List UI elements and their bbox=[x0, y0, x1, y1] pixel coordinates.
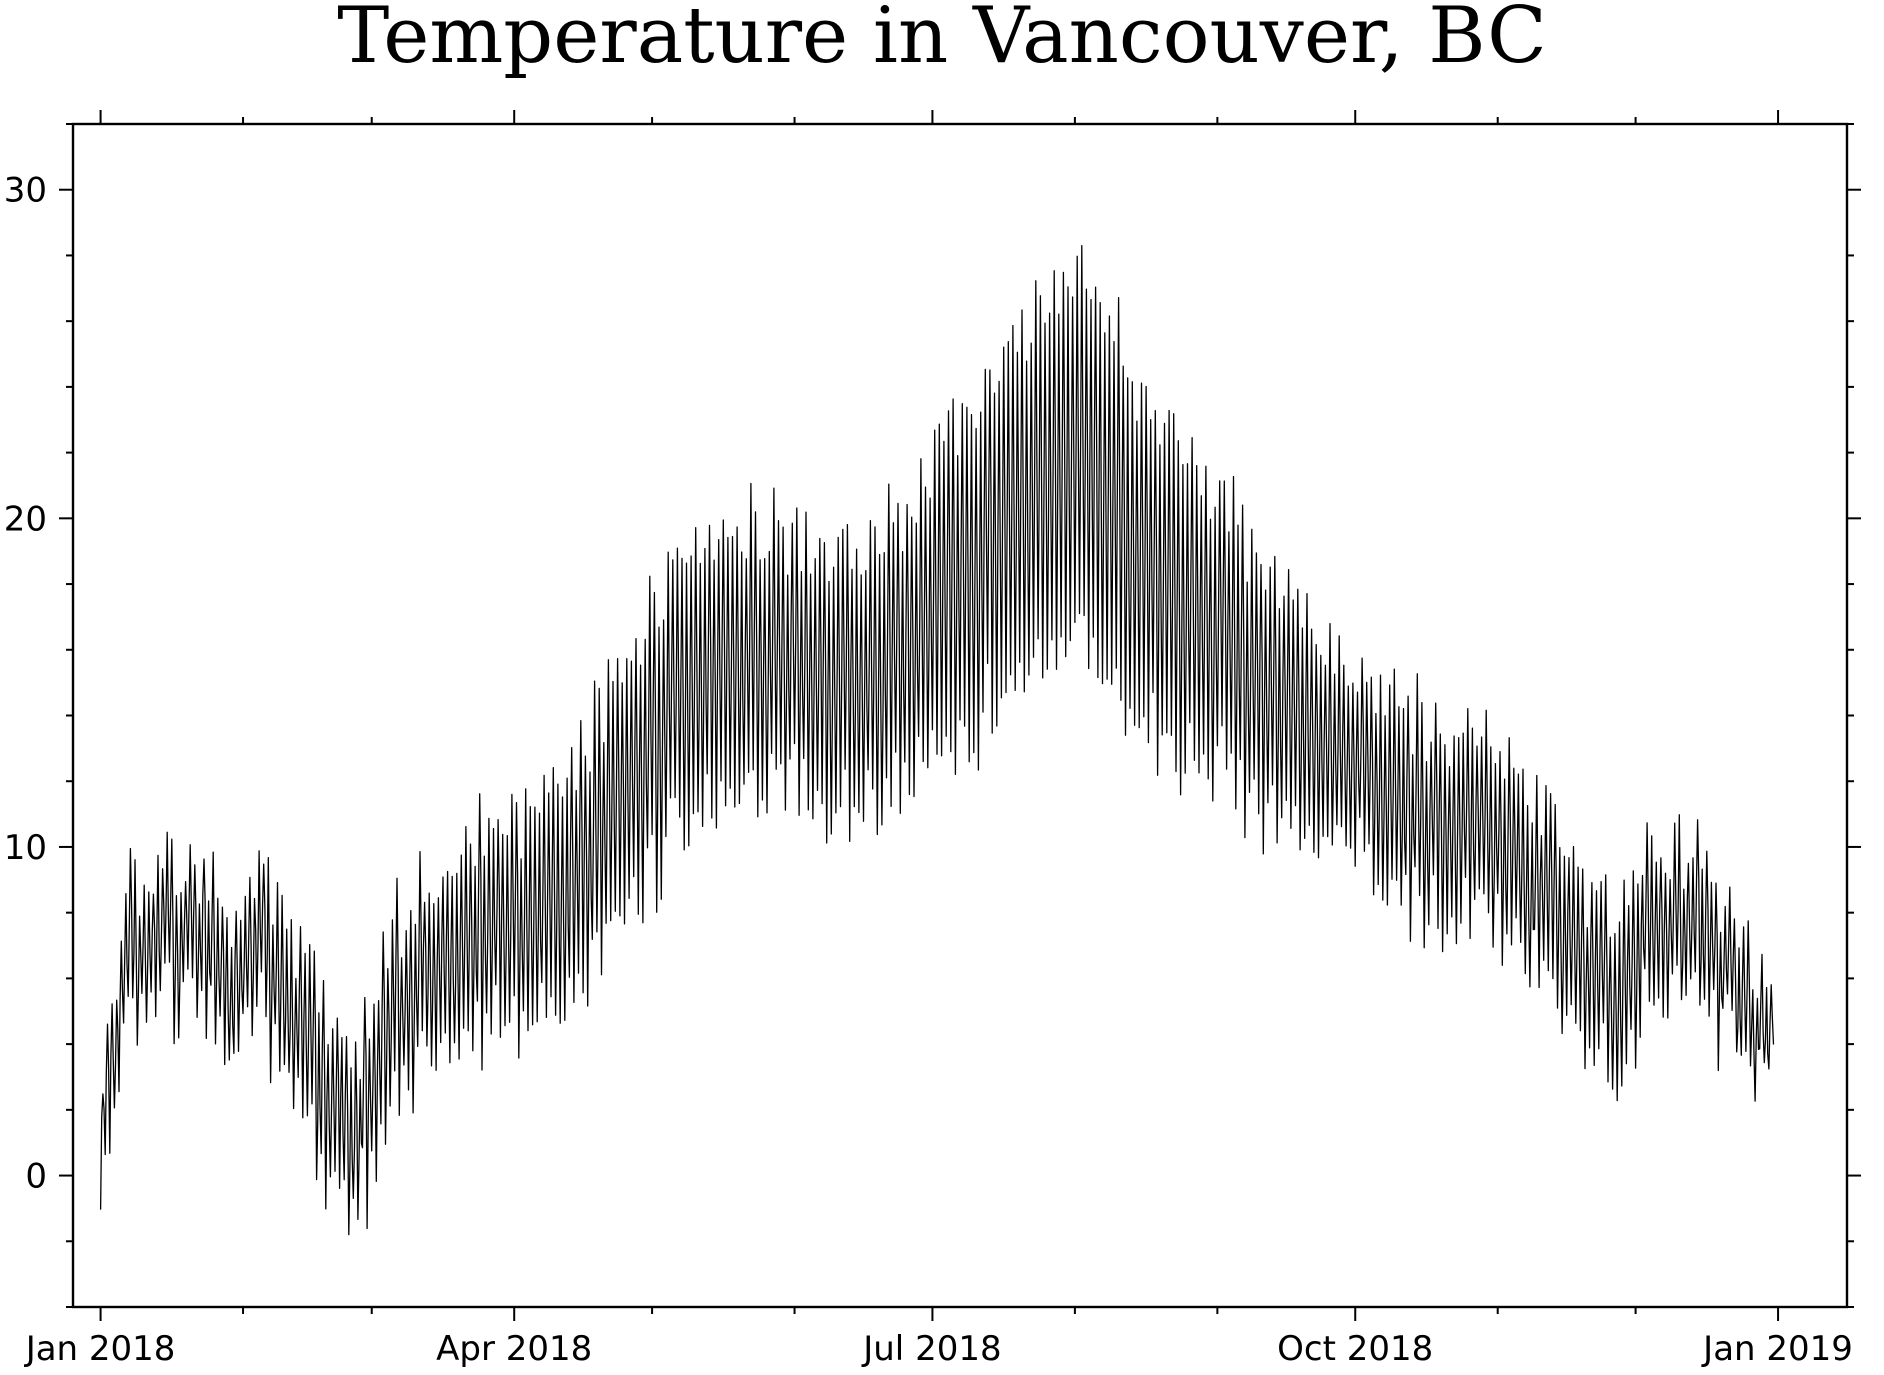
axis-ticks bbox=[59, 110, 1861, 1321]
y-tick-label: 10 bbox=[4, 828, 47, 868]
x-tick-label: Apr 2018 bbox=[436, 1329, 592, 1369]
chart-title: Temperature in Vancouver, BC bbox=[337, 0, 1547, 81]
x-tick-label: Jan 2018 bbox=[24, 1329, 176, 1369]
y-tick-label: 0 bbox=[25, 1157, 47, 1197]
axis-tick-labels: Jan 2018 Apr 2018 Jul 2018 Oct 2018 Jan 2019… bbox=[4, 171, 1853, 1369]
x-tick-label: Jul 2018 bbox=[861, 1329, 1001, 1369]
y-tick-label: 20 bbox=[4, 499, 47, 539]
x-tick-label: Oct 2018 bbox=[1277, 1329, 1433, 1369]
y-tick-label: 30 bbox=[4, 171, 47, 211]
data-series-layer bbox=[99, 245, 1775, 1236]
x-tick-label: Jan 2019 bbox=[1701, 1329, 1853, 1369]
temperature-series-line bbox=[99, 245, 1775, 1236]
